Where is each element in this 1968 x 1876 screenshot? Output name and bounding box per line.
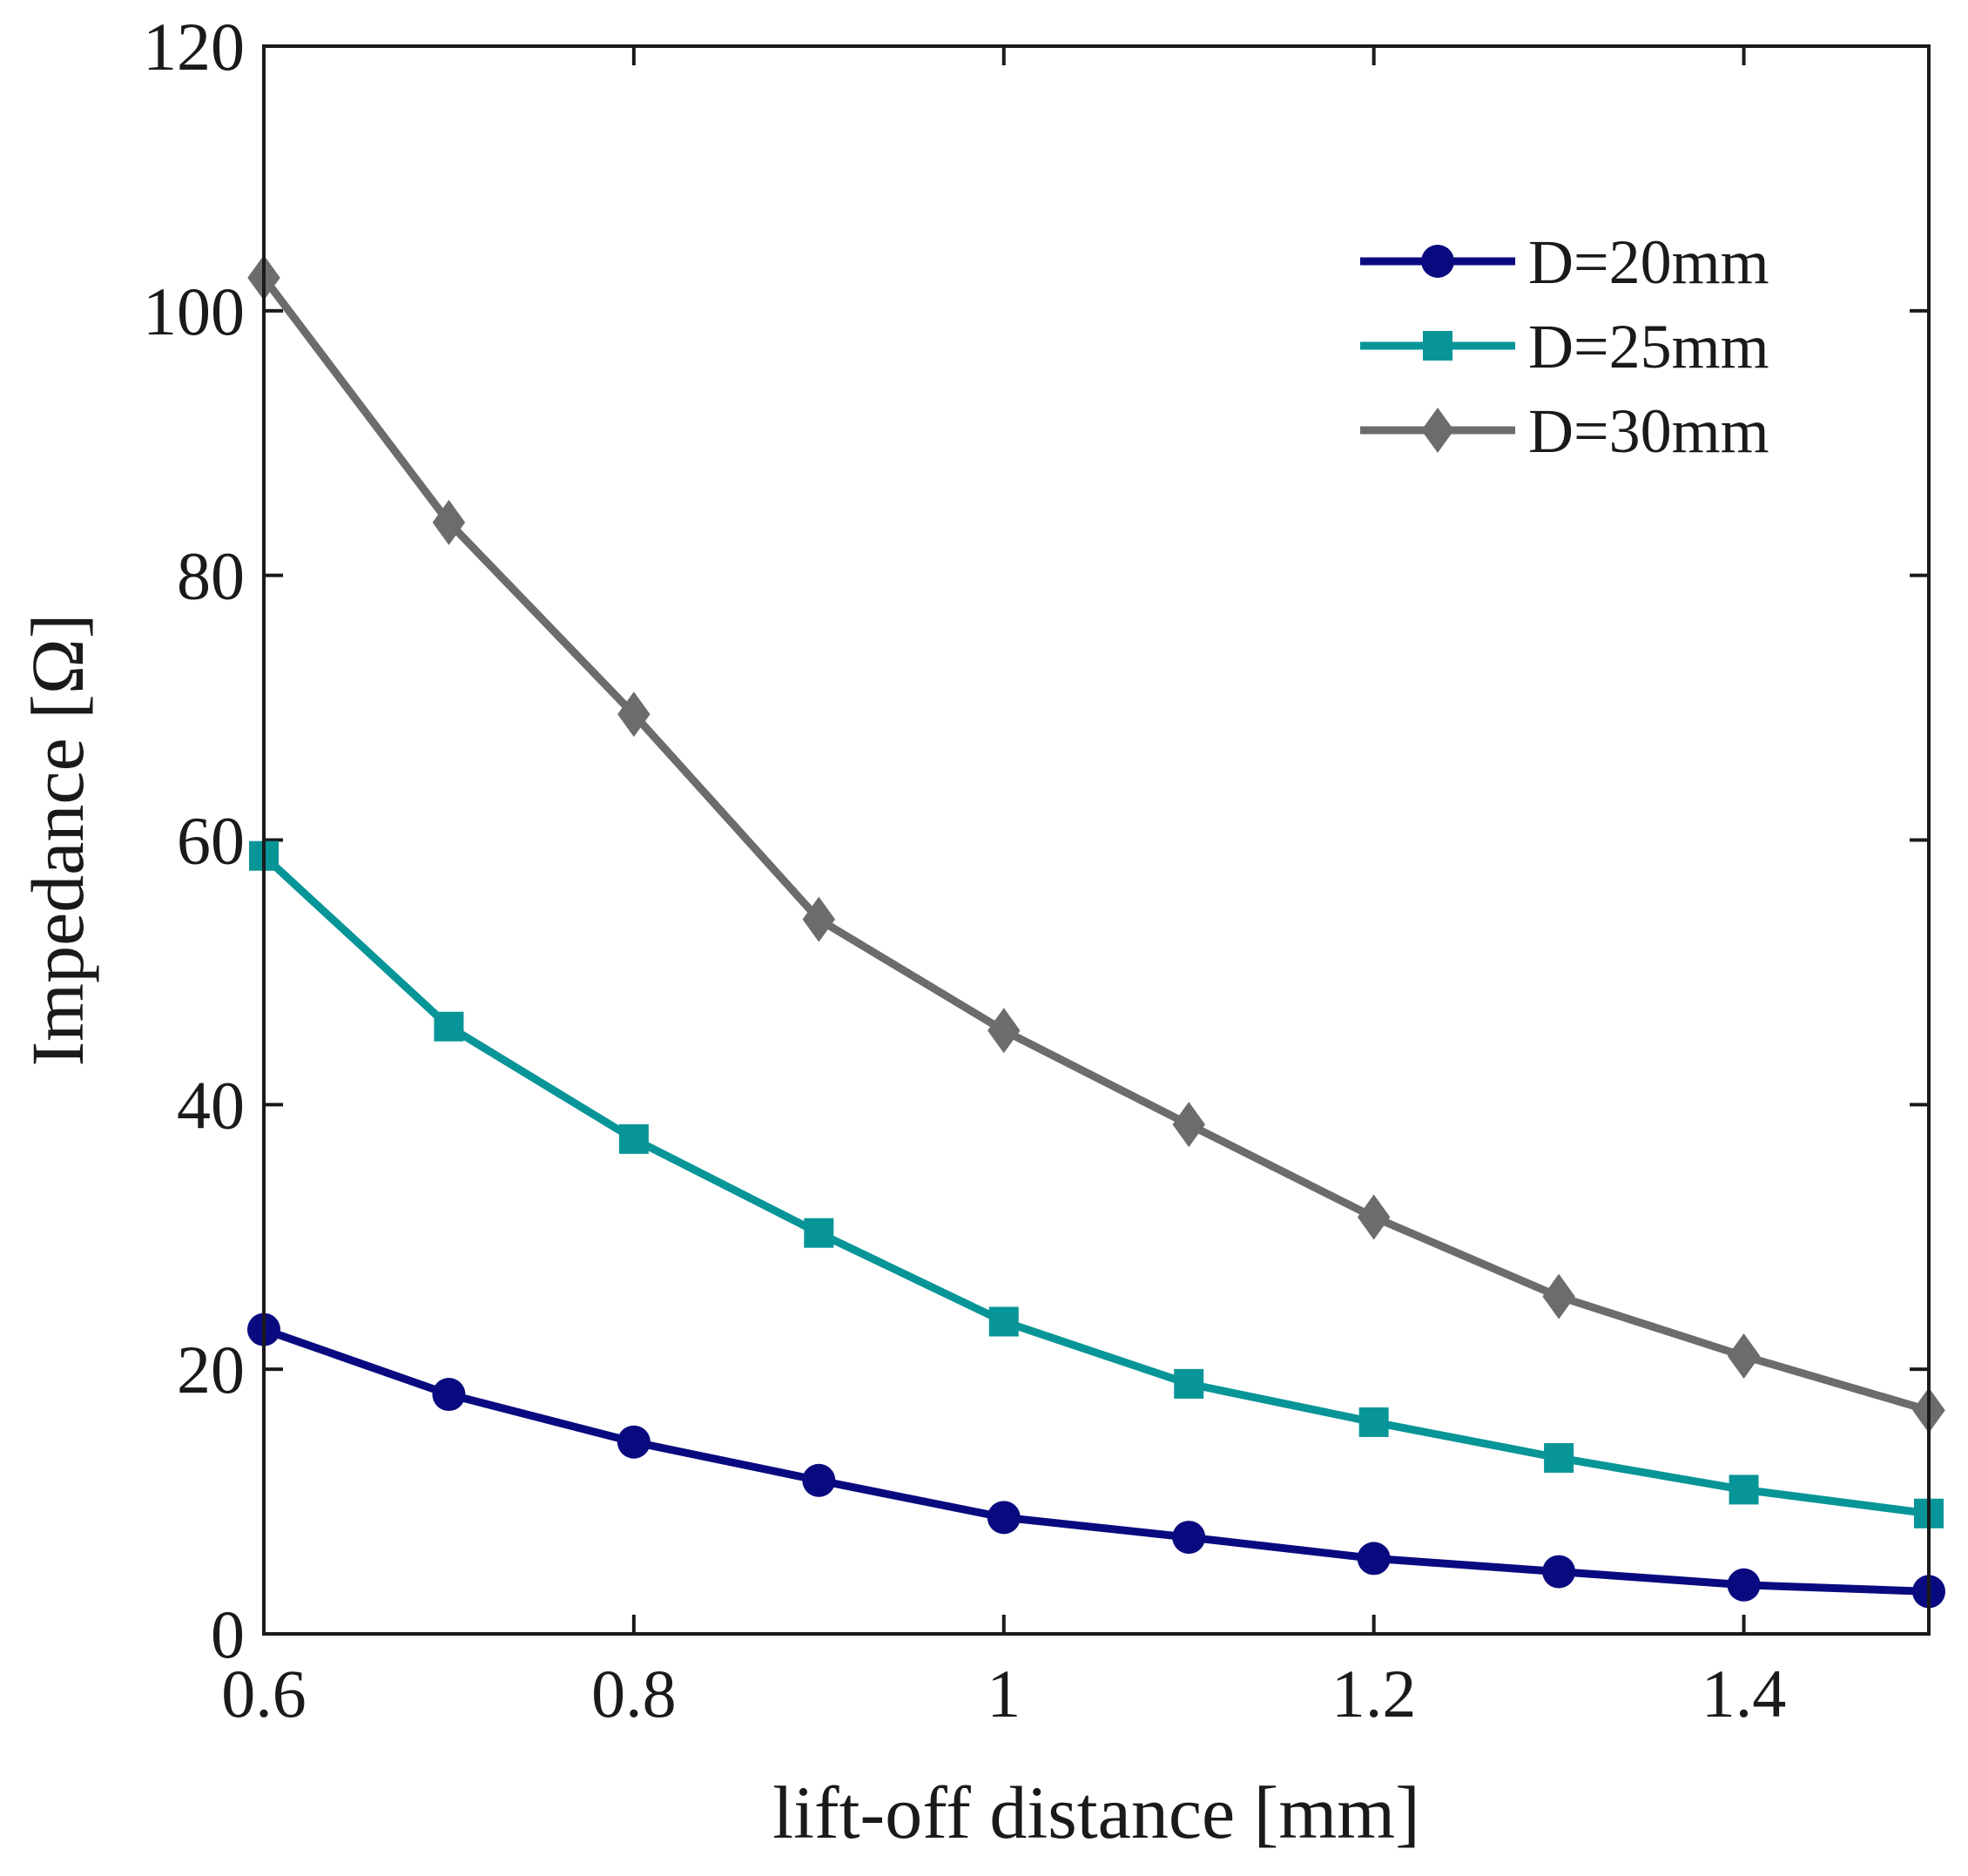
data-point [432, 1378, 466, 1412]
series-D=25mm [249, 840, 1944, 1528]
legend-item: D=20mm [1360, 227, 1769, 297]
data-point [432, 499, 466, 545]
y-tick-label: 60 [177, 803, 245, 879]
data-point [802, 896, 836, 942]
data-point [1172, 1521, 1206, 1555]
data-point [1727, 1568, 1761, 1602]
y-tick-label: 100 [143, 273, 245, 349]
y-tick-label: 80 [177, 538, 245, 614]
x-tick-label: 1 [987, 1656, 1021, 1731]
data-point [988, 1306, 1019, 1337]
data-point [434, 1011, 464, 1042]
data-point [1172, 1102, 1205, 1148]
series-line [262, 1326, 1930, 1596]
legend-marker [1421, 408, 1454, 453]
legend-marker [1421, 245, 1454, 278]
series-D=30mm [247, 254, 1945, 1434]
tick-labels: 0.6 0.8 1 1.2 1.4 0 20 40 60 80 100 120 [143, 9, 1786, 1731]
plot-area-frame [262, 44, 1931, 1636]
data-point [1174, 1368, 1204, 1399]
x-tick-label: 0.6 [221, 1656, 307, 1731]
data-point [1542, 1555, 1576, 1589]
data-point [987, 1008, 1021, 1054]
y-tick-label: 20 [177, 1332, 245, 1407]
data-point [617, 1425, 650, 1459]
legend-item: D=25mm [1360, 312, 1769, 381]
series-line [260, 853, 1930, 1518]
data-point [1357, 1542, 1391, 1576]
legend-label: D=20mm [1528, 227, 1769, 297]
series-D=20mm [247, 1313, 1945, 1609]
data-point [1358, 1407, 1389, 1437]
legend-item: D=30mm [1360, 396, 1769, 466]
data-point [1544, 1442, 1574, 1473]
data-point [618, 1124, 649, 1154]
x-axis-title: lift-off distance [mm] [772, 1771, 1420, 1854]
plot-series [247, 254, 1945, 1609]
legend-marker [1423, 331, 1452, 361]
data-point [1542, 1273, 1575, 1319]
x-tick-label: 1.4 [1702, 1656, 1787, 1731]
data-point [1727, 1333, 1761, 1379]
x-tick-label: 1.2 [1331, 1656, 1417, 1731]
y-tick-label: 120 [143, 9, 245, 84]
data-point [802, 1463, 836, 1497]
y-axis-title: Impedance [Ω] [16, 614, 99, 1067]
legend: D=20mm D=25mm D=30mm [1360, 227, 1769, 466]
data-point [987, 1501, 1021, 1535]
legend-label: D=30mm [1528, 396, 1769, 466]
data-point [1729, 1474, 1759, 1505]
series-line [260, 275, 1931, 1414]
x-tick-label: 0.8 [591, 1656, 677, 1731]
data-point [617, 692, 650, 738]
data-point [804, 1218, 834, 1248]
y-tick-label: 0 [211, 1596, 245, 1672]
data-point [1357, 1194, 1391, 1240]
y-tick-label: 40 [177, 1067, 245, 1143]
legend-label: D=25mm [1528, 312, 1769, 381]
